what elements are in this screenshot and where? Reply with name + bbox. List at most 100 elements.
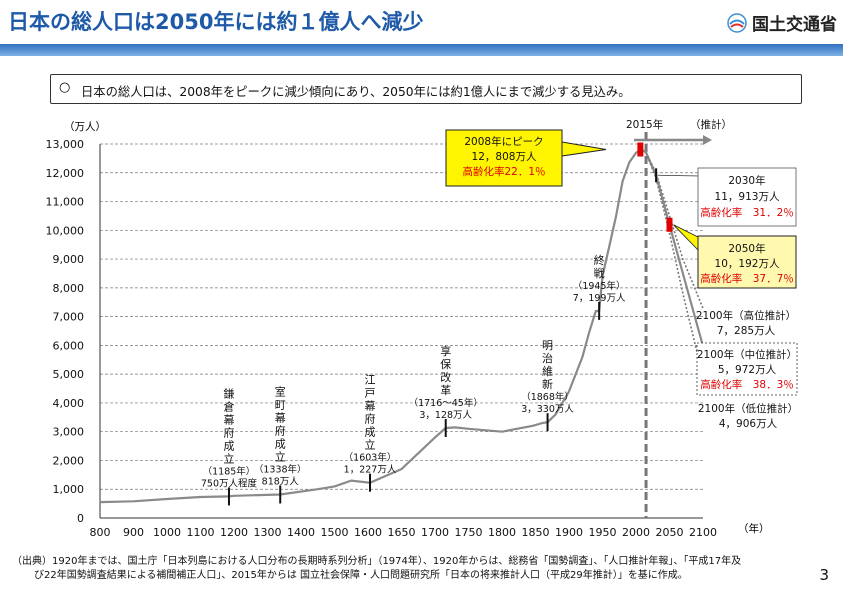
y-tick-label: 9,000 [53,253,85,266]
source-line-1: （出典）1920年までは、国土庁「日本列島における人口分布の長期時系列分析」（1… [12,556,742,567]
text-mid-1: 2100年（中位推計） [697,348,797,361]
mid-estimate-line [644,151,705,347]
event-label-char: 成 [365,426,376,439]
peak-pointer [561,141,607,157]
y-tick-label: 7,000 [53,311,85,324]
history-events: 鎌倉幕府成立（1185年）750万人程度室町幕府成立（1338年）818万人江戸… [201,253,626,506]
text-high-2: 7，285万人 [717,325,776,337]
event-label-char: 幕 [275,410,286,424]
event-label-char: 明 [542,339,553,352]
event-label-char: 戦 [594,267,605,280]
text-low-2: 4，906万人 [719,418,778,430]
page-title: 日本の総人口は2050年には約１億人へ減少 [8,10,424,34]
x-tick-label: 900 [123,526,144,539]
event-label-char: 府 [223,425,234,439]
event-label-char: 立 [365,438,376,452]
event-year: （1185年） [203,465,256,477]
text-2030-3: 高齢化率 31．2％ [700,206,794,219]
label-estimate: （推計） [690,118,732,131]
peak-text-1: 2008年にピーク [464,135,543,148]
event-label-char: 立 [223,451,234,465]
series-lines [99,148,705,504]
y-tick-label: 1,000 [53,483,85,496]
ministry-logo: 国土交通省 [727,10,837,35]
summary-text: 日本の総人口は、2008年をピークに減少傾向にあり、2050年には約1億人にまで… [81,85,631,99]
event-label-char: 江 [365,374,376,387]
page-number: 3 [819,566,829,584]
x-tick-label: 1800 [488,526,516,539]
y-tick-label: 13,000 [46,138,85,151]
population-chart: 0 1,000 2,000 3,000 4,000 5,000 6,000 7,000 8,00… [46,118,799,539]
x-tick-label: 1400 [287,526,315,539]
event-label-char: 成 [275,437,286,450]
event-label-char: 府 [275,423,286,437]
ministry-name: 国土交通省 [752,15,837,35]
event-label-char: 成 [223,439,234,452]
text-2050-3: 高齢化率 37．7％ [700,272,794,285]
text-2030-1: 2030年 [728,174,765,187]
box-mid [696,342,798,396]
box-2050 [697,235,797,289]
x-axis-label: （年） [738,522,770,535]
x-tick-label: 1850 [522,526,550,539]
event-label-char: 室 [275,384,286,398]
mlit-logo-icon [727,12,747,33]
peak-text-3: 高齢化率22．1％ [462,165,545,178]
y-tick-label: 8,000 [53,282,85,295]
x-tick-label: 1100 [187,526,215,539]
y-tick-label: 5,000 [53,368,85,381]
x-tick-label: 2100 [689,526,717,539]
leader-2030 [658,174,701,177]
x-axis-ticks: 800 900 1000 1100 1200 1300 1400 1500 1600 1650 17… [90,526,718,539]
event-year: （1338年） [254,463,307,475]
text-2030-2: 11，913万人 [715,191,780,203]
label-2015: 2015年 [626,118,663,131]
y-tick-label: 4,000 [53,397,85,410]
x-tick-label: 1500 [321,526,349,539]
y-axis-label: （万人） [64,121,106,133]
text-mid-2: 5，972万人 [718,364,777,376]
low-estimate-line [645,152,704,378]
historical-line [99,148,647,504]
source-line-2: び22年国勢調査結果による補間補正人口」、2015年からは 国立社会保障・人口問… [34,570,688,581]
event-population: 7，199万人 [573,293,626,304]
event-label-char: 幕 [365,399,376,413]
text-high-1: 2100年（高位推計） [696,309,796,322]
event-year: （1603年） [344,452,397,464]
event-population: 750万人程度 [201,477,258,489]
header: 日本の総人口は2050年には約１億人へ減少 国土交通省 [0,0,843,44]
event-label-char: 革 [440,383,451,397]
source-note: （出典）1920年までは、国土庁「日本列島における人口分布の長期時系列分析」（1… [12,555,822,583]
y-axis-ticks: 0 1,000 2,000 3,000 4,000 5,000 6,000 7,000 8,00… [46,138,85,525]
event-label-char: 保 [440,357,451,371]
event-population: 3，128万人 [419,410,472,421]
event-label-char: 戸 [365,387,376,400]
y-tick-label: 10,000 [46,224,85,237]
box-2030 [697,167,797,227]
x-tick-label: 2050 [656,526,684,539]
peak-text-2: 12，808万人 [472,151,537,163]
x-tick-label: 2000 [622,526,650,539]
text-2050-2: 10，192万人 [715,258,780,270]
x-tick-label: 1950 [589,526,617,539]
x-tick-label: 800 [90,526,111,539]
text-2050-1: 2050年 [728,242,765,255]
y-tick-label: 0 [77,512,84,525]
peak-marker [637,142,644,157]
event-label-char: 治 [542,351,553,365]
header-band [0,44,843,56]
y-tick-label: 3,000 [53,426,85,439]
event-label-char: 維 [542,365,553,378]
grid-lines [99,132,703,519]
event-label-char: 新 [542,377,553,391]
y-tick-label: 6,000 [53,339,85,352]
y-tick-label: 12,000 [46,167,85,180]
event-year: （1716～45年） [409,397,483,409]
x-tick-label: 1650 [388,526,416,539]
x-tick-label: 1600 [354,526,382,539]
y-tick-label: 2,000 [53,454,85,467]
x-tick-label: 1700 [421,526,449,539]
text-low-1: 2100年（低位推計） [698,402,798,415]
summary-bullet: ○ [59,80,71,95]
